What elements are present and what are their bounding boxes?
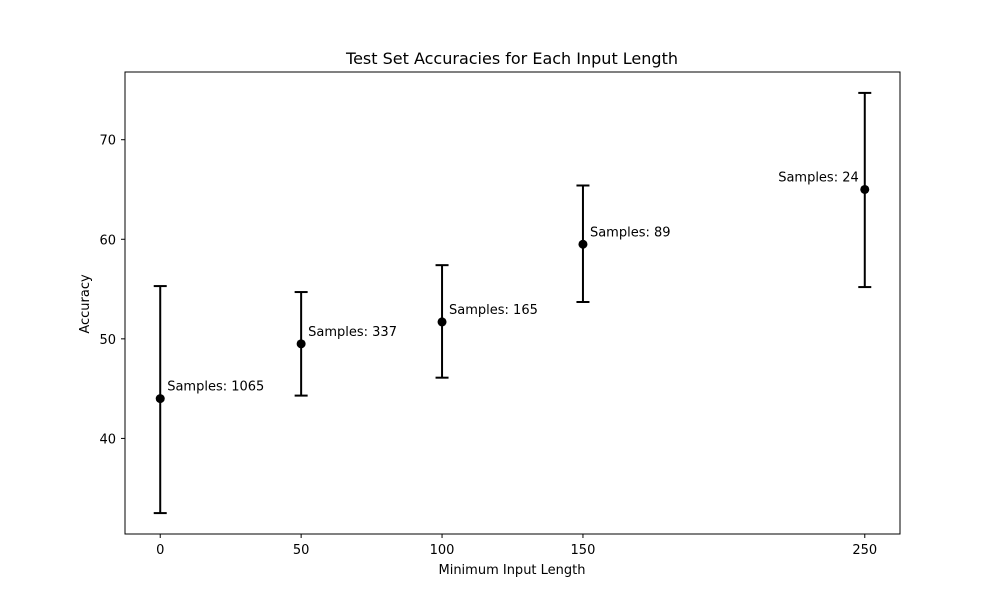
sample-count-label: Samples: 24: [778, 170, 859, 185]
data-point: [437, 317, 447, 327]
y-axis-label: Accuracy: [78, 274, 93, 334]
y-tick-label: 50: [99, 333, 116, 348]
y-tick-label: 60: [99, 233, 116, 248]
data-point: [860, 184, 870, 194]
x-tick-label: 150: [571, 543, 596, 558]
data-point: [155, 394, 165, 404]
x-tick-label: 50: [293, 543, 310, 558]
x-tick-label: 250: [852, 543, 877, 558]
plot-area-frame: [124, 71, 901, 535]
data-point: [578, 239, 588, 249]
x-tick-label: 100: [430, 543, 455, 558]
sample-count-label: Samples: 89: [590, 225, 671, 240]
data-marks: Samples: 1065 Samples: 337 Samples: 165 Sam…: [153, 91, 872, 515]
sample-count-label: Samples: 337: [308, 325, 397, 340]
y-tick-label: 70: [99, 134, 116, 149]
sample-count-label: Samples: 165: [449, 303, 538, 318]
x-axis-label: Minimum Input Length: [438, 563, 585, 578]
data-point: [296, 339, 306, 349]
sample-count-label: Samples: 1065: [167, 380, 264, 395]
x-tick-label: 0: [156, 543, 164, 558]
chart-title: Test Set Accuracies for Each Input Lengt…: [345, 49, 678, 68]
y-tick-label: 40: [99, 432, 116, 447]
axis-ticks: 0 50 100 150 250 40 50 60 70: [99, 134, 877, 558]
